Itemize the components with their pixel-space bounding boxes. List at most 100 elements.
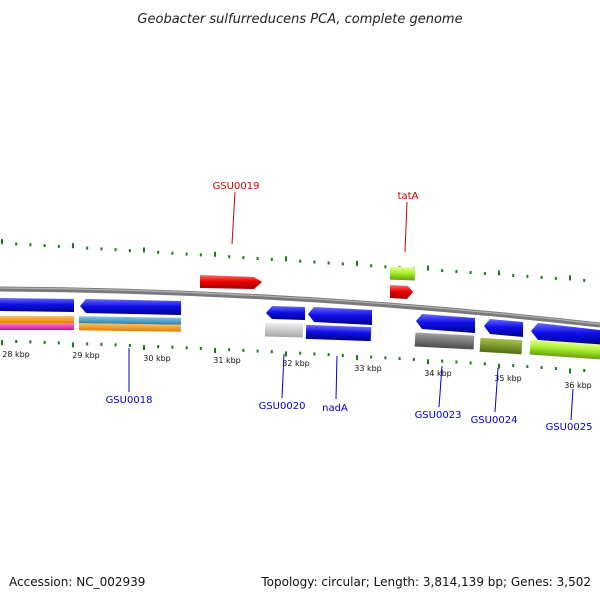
minor-tick bbox=[128, 344, 131, 347]
gene-gsu0019-arrow[interactable] bbox=[200, 275, 262, 289]
kbp-label-28: 28 kbp bbox=[2, 350, 30, 359]
minor-tick bbox=[199, 253, 202, 257]
minor-tick bbox=[100, 342, 103, 346]
minor-tick bbox=[412, 357, 415, 361]
minor-tick bbox=[86, 246, 89, 250]
kbp-scale: 28 kbp 29 kbp 30 kbp 31 kbp 32 kbp 33 kb… bbox=[2, 350, 592, 390]
minor-tick bbox=[540, 366, 543, 369]
major-tick bbox=[143, 345, 145, 350]
minor-tick bbox=[455, 360, 458, 364]
minor-tick bbox=[398, 357, 401, 361]
major-tick bbox=[285, 351, 287, 357]
minor-tick bbox=[441, 269, 444, 273]
minor-tick bbox=[86, 342, 89, 346]
label-gsu0019[interactable]: GSU0019 bbox=[213, 181, 260, 245]
gene-nada-arrow[interactable] bbox=[308, 307, 372, 325]
label-tata[interactable]: tatA bbox=[398, 191, 419, 253]
minor-tick bbox=[512, 273, 515, 277]
minor-tick bbox=[341, 262, 344, 266]
minor-tick bbox=[157, 345, 160, 349]
minor-tick bbox=[100, 247, 103, 251]
label-gsu0023[interactable]: GSU0023 bbox=[415, 365, 462, 421]
label-gsu0020-text: GSU0020 bbox=[259, 401, 306, 412]
minor-tick bbox=[114, 248, 117, 252]
kbp-label-31: 31 kbp bbox=[213, 356, 241, 365]
label-gsu0024-text: GSU0024 bbox=[471, 415, 518, 426]
label-gsu0025-text: GSU0025 bbox=[546, 422, 593, 433]
label-nada[interactable]: nadA bbox=[322, 355, 348, 414]
minor-tick bbox=[455, 270, 458, 273]
major-tick bbox=[427, 265, 429, 271]
minor-tick bbox=[384, 356, 387, 360]
feature-lime-right bbox=[529, 339, 600, 360]
feature-lightgray bbox=[264, 322, 304, 338]
kbp-label-33: 33 kbp bbox=[354, 364, 382, 373]
gene-gsu0017-arrow[interactable] bbox=[0, 298, 74, 312]
major-tick bbox=[569, 275, 571, 281]
major-tick bbox=[1, 340, 3, 346]
major-tick bbox=[498, 363, 500, 369]
gene-gsu0023-arrow[interactable] bbox=[416, 314, 475, 333]
genome-backbone bbox=[0, 286, 600, 328]
feature-tata-lime[interactable] bbox=[389, 266, 416, 281]
gene-gsu0018-arrow[interactable] bbox=[80, 299, 181, 315]
label-nada-text: nadA bbox=[322, 403, 348, 414]
gene-gsu0024-arrow[interactable] bbox=[484, 319, 523, 337]
minor-tick bbox=[29, 243, 32, 247]
minor-tick bbox=[185, 252, 188, 256]
minor-tick bbox=[483, 272, 486, 275]
minor-tick bbox=[57, 244, 60, 248]
major-tick bbox=[72, 243, 74, 249]
label-gsu0025[interactable]: GSU0025 bbox=[546, 388, 593, 433]
minor-tick bbox=[526, 365, 529, 369]
map-title: Geobacter sulfurreducens PCA, complete g… bbox=[137, 12, 462, 27]
feature-nada-blue bbox=[305, 324, 372, 342]
major-tick bbox=[356, 260, 358, 266]
minor-tick bbox=[540, 275, 543, 279]
minor-tick bbox=[299, 259, 302, 263]
major-tick bbox=[356, 355, 358, 361]
label-gsu0018[interactable]: GSU0018 bbox=[106, 348, 153, 406]
minor-tick bbox=[327, 261, 330, 265]
feature-darkgray bbox=[414, 332, 475, 350]
label-gsu0018-text: GSU0018 bbox=[106, 395, 153, 406]
minor-tick bbox=[441, 359, 444, 363]
minor-tick bbox=[57, 341, 60, 345]
minor-tick bbox=[157, 250, 160, 254]
minor-tick bbox=[469, 361, 472, 365]
major-tick bbox=[143, 247, 145, 253]
major-tick bbox=[72, 342, 74, 348]
major-tick bbox=[285, 256, 287, 262]
upper-tick-row bbox=[1, 239, 586, 282]
minor-tick bbox=[242, 348, 245, 352]
minor-tick bbox=[43, 340, 46, 344]
label-gsu0020[interactable]: GSU0020 bbox=[259, 353, 306, 412]
minor-tick bbox=[469, 271, 472, 274]
minor-tick bbox=[171, 345, 174, 349]
label-gsu0023-text: GSU0023 bbox=[415, 410, 462, 421]
minor-tick bbox=[583, 278, 586, 282]
lower-tick-row bbox=[1, 340, 586, 374]
major-tick bbox=[214, 251, 216, 257]
label-gsu0024[interactable]: GSU0024 bbox=[471, 367, 518, 426]
minor-tick bbox=[29, 340, 32, 344]
minor-tick bbox=[554, 276, 557, 280]
major-tick bbox=[498, 270, 500, 276]
minor-tick bbox=[384, 265, 387, 269]
feature-magenta-left bbox=[0, 323, 74, 330]
kbp-label-34: 34 kbp bbox=[424, 369, 452, 378]
feature-orange-left bbox=[0, 316, 74, 323]
accession-text: Accession: NC_002939 bbox=[9, 575, 145, 589]
minor-tick bbox=[270, 350, 273, 354]
minor-tick bbox=[43, 244, 46, 248]
genome-summary-text: Topology: circular; Length: 3,814,139 bp… bbox=[260, 575, 591, 589]
minor-tick bbox=[370, 264, 373, 268]
gene-tata-arrow[interactable] bbox=[390, 285, 413, 299]
minor-tick bbox=[370, 355, 373, 359]
minor-tick bbox=[526, 274, 529, 278]
kbp-label-36: 36 kbp bbox=[564, 381, 592, 390]
minor-tick bbox=[256, 349, 259, 353]
gene-gsu0020-arrow[interactable] bbox=[266, 306, 305, 320]
gene-gsu0025-arrow[interactable] bbox=[531, 323, 600, 345]
